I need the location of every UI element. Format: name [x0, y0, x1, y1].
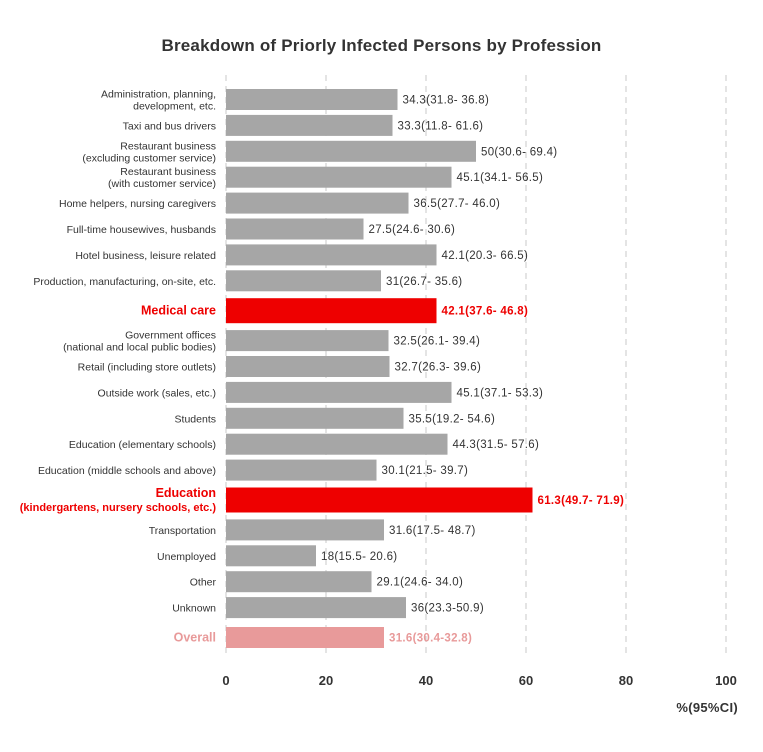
- bar: [226, 218, 364, 240]
- category-label: Retail (including store outlets): [78, 362, 216, 374]
- data-label: 33.3(11.8- 61.6): [398, 120, 484, 132]
- category-label: Overall: [174, 631, 216, 645]
- data-label: 42.1(37.6- 46.8): [442, 306, 529, 318]
- bar: [226, 192, 409, 214]
- data-label: 50(30.6- 69.4): [481, 146, 557, 158]
- bar: [226, 519, 384, 541]
- data-label: 42.1(20.3- 66.5): [442, 250, 529, 262]
- bar: [226, 545, 316, 567]
- x-tick-label: 0: [222, 673, 229, 688]
- x-tick-label: 60: [519, 673, 533, 688]
- data-label: 30.1(21.5- 39.7): [382, 465, 469, 477]
- category-label: Government offices (national and local pu…: [63, 330, 216, 354]
- category-label: Education (middle schools and above): [38, 465, 216, 477]
- category-label: Medical care: [141, 304, 216, 318]
- bar: [226, 140, 476, 162]
- bar: [226, 270, 381, 292]
- category-label: Restaurant business (excluding customer s…: [82, 140, 216, 164]
- bar: [226, 244, 437, 266]
- bar: [226, 298, 437, 324]
- bar: [226, 330, 389, 352]
- data-label: 32.5(26.1- 39.4): [394, 336, 481, 348]
- bar: [226, 356, 390, 377]
- data-label: 45.1(34.1- 56.5): [457, 172, 544, 184]
- bar: [226, 166, 452, 188]
- data-label: 34.3(31.8- 36.8): [403, 95, 490, 107]
- category-label: Students: [175, 413, 216, 425]
- category-label: Other: [190, 577, 217, 589]
- category-label: Education (kindergartens, nursery schools…: [20, 486, 217, 514]
- bar: [226, 459, 377, 481]
- bar: [226, 89, 398, 110]
- category-label: Taxi and bus drivers: [123, 120, 216, 132]
- bar: [226, 407, 404, 429]
- data-label: 36(23.3-50.9): [411, 603, 484, 615]
- data-label: 31.6(30.4-32.8): [389, 633, 472, 645]
- bar: [226, 487, 533, 513]
- bar: [226, 433, 448, 455]
- x-tick-label: 40: [419, 673, 433, 688]
- data-label: 31.6(17.5- 48.7): [389, 525, 476, 537]
- bar: [226, 597, 406, 619]
- data-label: 36.5(27.7- 46.0): [414, 198, 501, 210]
- data-label: 27.5(24.6- 30.6): [369, 224, 456, 236]
- category-label: Unemployed: [157, 551, 216, 563]
- bar: [226, 571, 372, 593]
- category-label: Hotel business, leisure related: [75, 250, 216, 262]
- data-label: 45.1(37.1- 53.3): [457, 387, 544, 399]
- bar: [226, 627, 384, 648]
- data-label: 18(15.5- 20.6): [321, 551, 397, 563]
- category-label: Full-time housewives, husbands: [67, 224, 216, 236]
- x-tick-label: 80: [619, 673, 633, 688]
- category-label: Administration, planning, development, et…: [101, 89, 216, 113]
- chart-title: Breakdown of Priorly Infected Persons by…: [161, 36, 602, 55]
- data-label: 32.7(26.3- 39.6): [395, 362, 482, 374]
- data-label: 61.3(49.7- 71.9): [538, 495, 625, 507]
- data-label: 29.1(24.6- 34.0): [377, 577, 464, 589]
- x-axis-title: %(95%CI): [676, 700, 738, 715]
- data-label: 35.5(19.2- 54.6): [409, 413, 496, 425]
- category-label: Transportation: [149, 525, 216, 537]
- data-label: 44.3(31.5- 57.6): [453, 439, 540, 451]
- category-label: Production, manufacturing, on-site, etc.: [33, 276, 216, 288]
- data-label: 31(26.7- 35.6): [386, 276, 462, 288]
- x-tick-label: 20: [319, 673, 333, 688]
- category-label: Home helpers, nursing caregivers: [59, 198, 216, 210]
- bar: [226, 381, 452, 403]
- bar: [226, 114, 393, 136]
- category-label: Outside work (sales, etc.): [98, 387, 216, 399]
- category-label: Unknown: [172, 603, 216, 615]
- category-label: Restaurant business (with customer servic…: [108, 166, 216, 190]
- x-tick-label: 100: [715, 673, 737, 688]
- category-label: Education (elementary schools): [69, 439, 216, 451]
